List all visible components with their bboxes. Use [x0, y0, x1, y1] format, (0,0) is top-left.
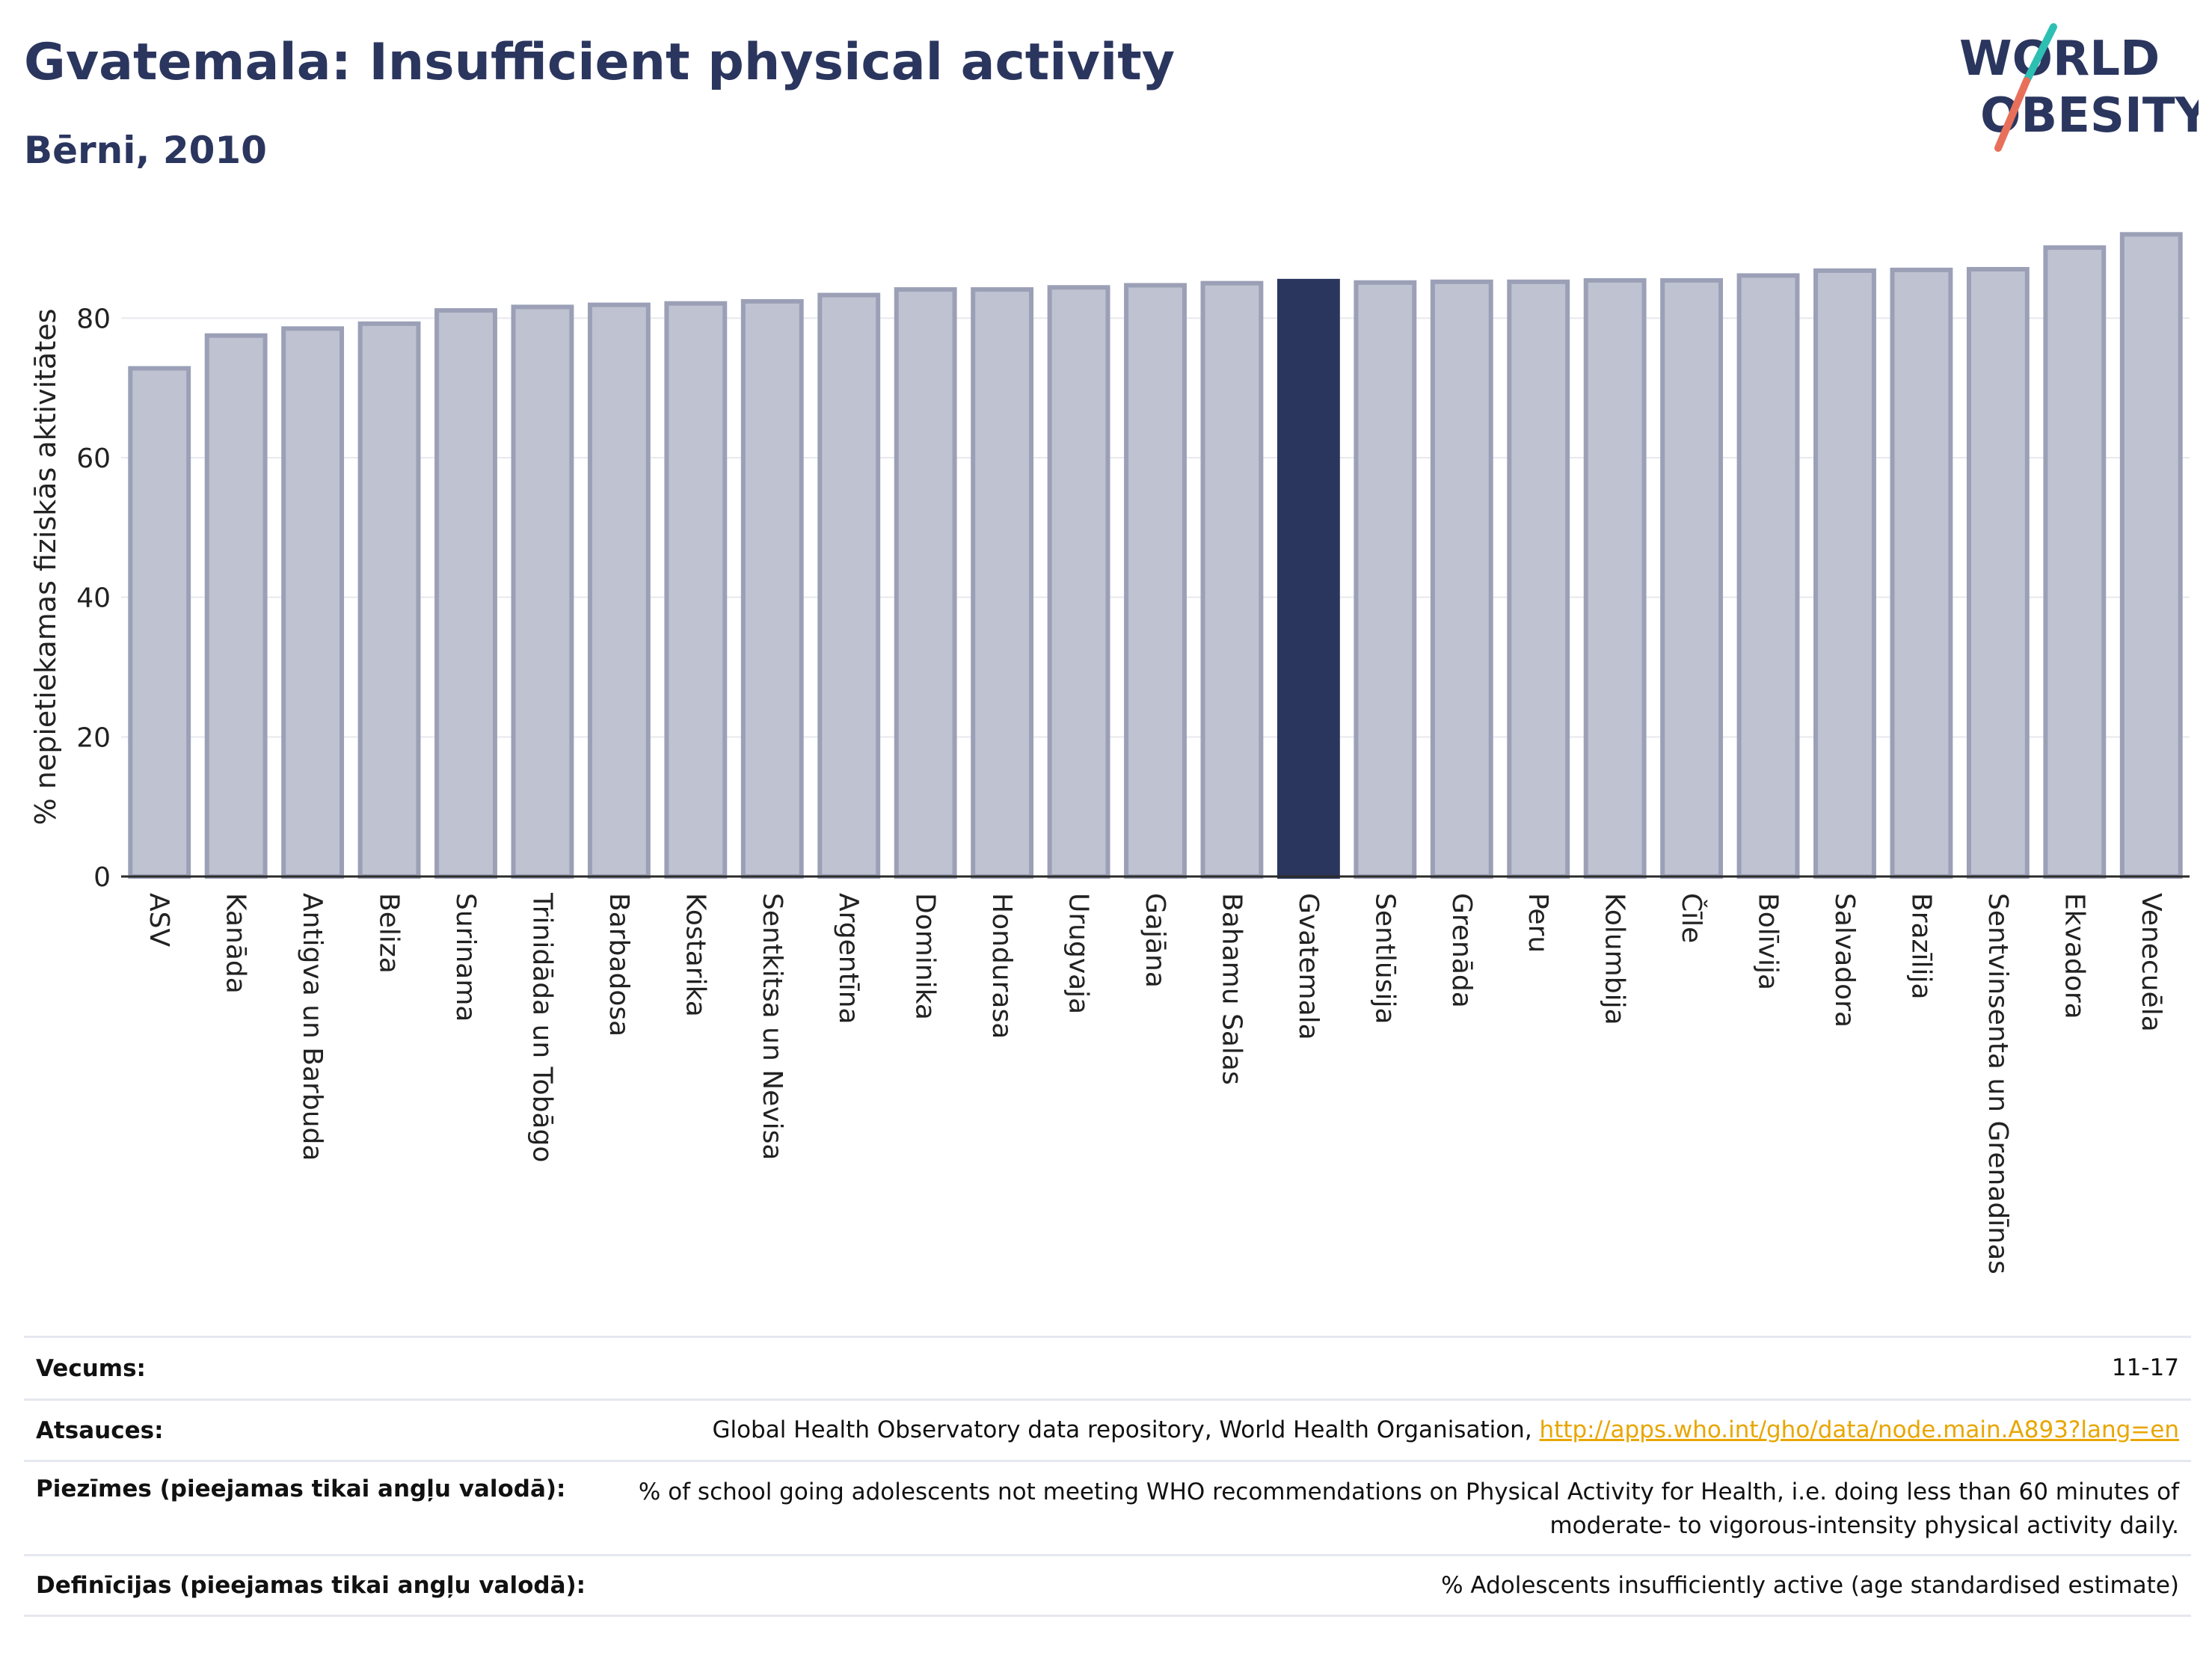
sources-text: Global Health Observatory data repositor… — [712, 1416, 1540, 1444]
logo-line1: WORLD — [1959, 31, 2160, 87]
x-tick-label: Peru — [1523, 893, 1553, 953]
world-obesity-logo: WORLD OBESITY — [1959, 23, 2199, 152]
x-tick-label: Dominika — [910, 893, 941, 1020]
y-tick-label: 0 — [93, 862, 111, 893]
meta-value-sources: Global Health Observatory data repositor… — [712, 1413, 2179, 1447]
x-tick-label: Grenāda — [1446, 893, 1477, 1008]
bar — [740, 298, 804, 879]
x-tick-label: Gvatemala — [1293, 893, 1324, 1040]
metadata-table: Vecums: 11-17 Atsauces: Global Health Ob… — [24, 1336, 2191, 1617]
x-tick-label: Argentīna — [833, 893, 864, 1025]
meta-label-age: Vecums: — [36, 1354, 146, 1382]
sources-link[interactable]: http://apps.who.int/gho/data/node.main.A… — [1539, 1416, 2179, 1444]
bar — [1736, 273, 1800, 879]
bar — [1200, 280, 1264, 879]
x-tick-label: Beliza — [374, 893, 405, 974]
bar — [894, 287, 957, 879]
meta-row-definitions: Definīcijas (pieejamas tikai angļu valod… — [24, 1554, 2191, 1617]
x-tick-label: Surinama — [450, 893, 481, 1022]
bar — [1660, 277, 1724, 879]
bar — [511, 304, 574, 879]
x-tick-label: Urugvaja — [1063, 893, 1094, 1014]
x-tick-label: Gajāna — [1140, 893, 1170, 988]
meta-row-sources: Atsauces: Global Health Observatory data… — [24, 1398, 2191, 1460]
x-tick-label: Kostarika — [680, 893, 710, 1017]
x-tick-label: Antigva un Barbuda — [297, 893, 328, 1161]
bar — [1276, 278, 1340, 879]
notes-line1: % of school going adolescents not meetin… — [638, 1479, 2179, 1505]
bar — [1047, 285, 1110, 879]
x-tick-labels: ASV Kanāda Antigva un Barbuda Beliza Surinam… — [144, 892, 2166, 1274]
x-tick-label: Bahamu Salas — [1216, 893, 1247, 1085]
x-tick-label: Bolīvija — [1753, 893, 1784, 990]
meta-value-definitions: % Adolescents insufficiently active (age… — [1441, 1571, 2179, 1599]
bar — [1430, 279, 1493, 879]
x-tick-label: Kolumbija — [1600, 893, 1630, 1025]
x-tick-label: Salvadora — [1829, 893, 1860, 1028]
x-tick-label: Kanāda — [221, 893, 251, 994]
meta-label-notes: Piezīmes (pieejamas tikai angļu valodā): — [36, 1476, 566, 1502]
x-tick-label: ASV — [144, 893, 174, 947]
meta-label-definitions: Definīcijas (pieejamas tikai angļu valod… — [36, 1572, 586, 1599]
x-tick-label: Ekvadora — [2059, 893, 2089, 1019]
logo-slash-teal — [2023, 23, 2057, 85]
bar — [1507, 279, 1570, 879]
x-tick-label: Sentlūsija — [1369, 893, 1400, 1025]
meta-value-age: 11-17 — [2111, 1354, 2179, 1382]
y-axis-label: % nepietiekamas fiziskās aktivitātes — [29, 309, 62, 826]
bars — [128, 232, 2183, 879]
bar — [664, 301, 728, 879]
bar — [357, 321, 421, 879]
meta-row-notes: Piezīmes (pieejamas tikai angļu valodā):… — [24, 1460, 2191, 1554]
y-tick-label: 60 — [76, 443, 111, 474]
bar-chart: 0 20 40 60 80 ASV Kanāda Antigva un Barbuda Bel… — [29, 232, 2190, 1274]
bar — [281, 326, 345, 879]
meta-label-sources: Atsauces: — [36, 1416, 164, 1444]
x-tick-label: Hondurasa — [986, 893, 1017, 1039]
y-tick-label: 20 — [76, 722, 111, 753]
bar — [971, 287, 1034, 879]
bar — [1966, 267, 2030, 879]
bar — [587, 302, 651, 879]
y-tick-label: 80 — [76, 304, 111, 334]
bar — [1813, 268, 1876, 879]
x-tick-label: Sentkitsa un Nevisa — [757, 893, 787, 1160]
meta-row-age: Vecums: 11-17 — [24, 1336, 2191, 1398]
bar — [204, 333, 268, 879]
page-subtitle: Bērni, 2010 — [24, 129, 267, 172]
x-tick-label: Venecuēla — [2136, 893, 2166, 1032]
x-tick-label: Čīle — [1676, 893, 1707, 943]
y-tick-labels: 0 20 40 60 80 — [76, 304, 111, 893]
bar — [1890, 267, 1953, 879]
x-tick-label: Brazīlija — [1905, 893, 1936, 1000]
bar — [1583, 277, 1647, 879]
meta-value-notes: % of school going adolescents not meetin… — [639, 1476, 2179, 1543]
x-tick-label: Barbadosa — [603, 893, 634, 1037]
logo-slash-coral — [1994, 77, 2030, 152]
y-tick-label: 40 — [76, 583, 111, 614]
bar — [434, 308, 497, 879]
x-tick-label: Trinidāda un Tobāgo — [526, 892, 557, 1162]
bar — [128, 366, 191, 879]
bar — [2119, 232, 2183, 879]
notes-line2: moderate- to vigorous-intensity physical… — [1549, 1511, 2179, 1539]
bar — [1354, 280, 1417, 879]
bar — [817, 292, 881, 879]
bar — [1124, 283, 1187, 879]
x-tick-label: Sentvinsenta un Grenadīnas — [1982, 893, 2013, 1274]
bar — [2043, 245, 2107, 879]
page-title: Gvatemala: Insufficient physical activit… — [24, 33, 1176, 92]
